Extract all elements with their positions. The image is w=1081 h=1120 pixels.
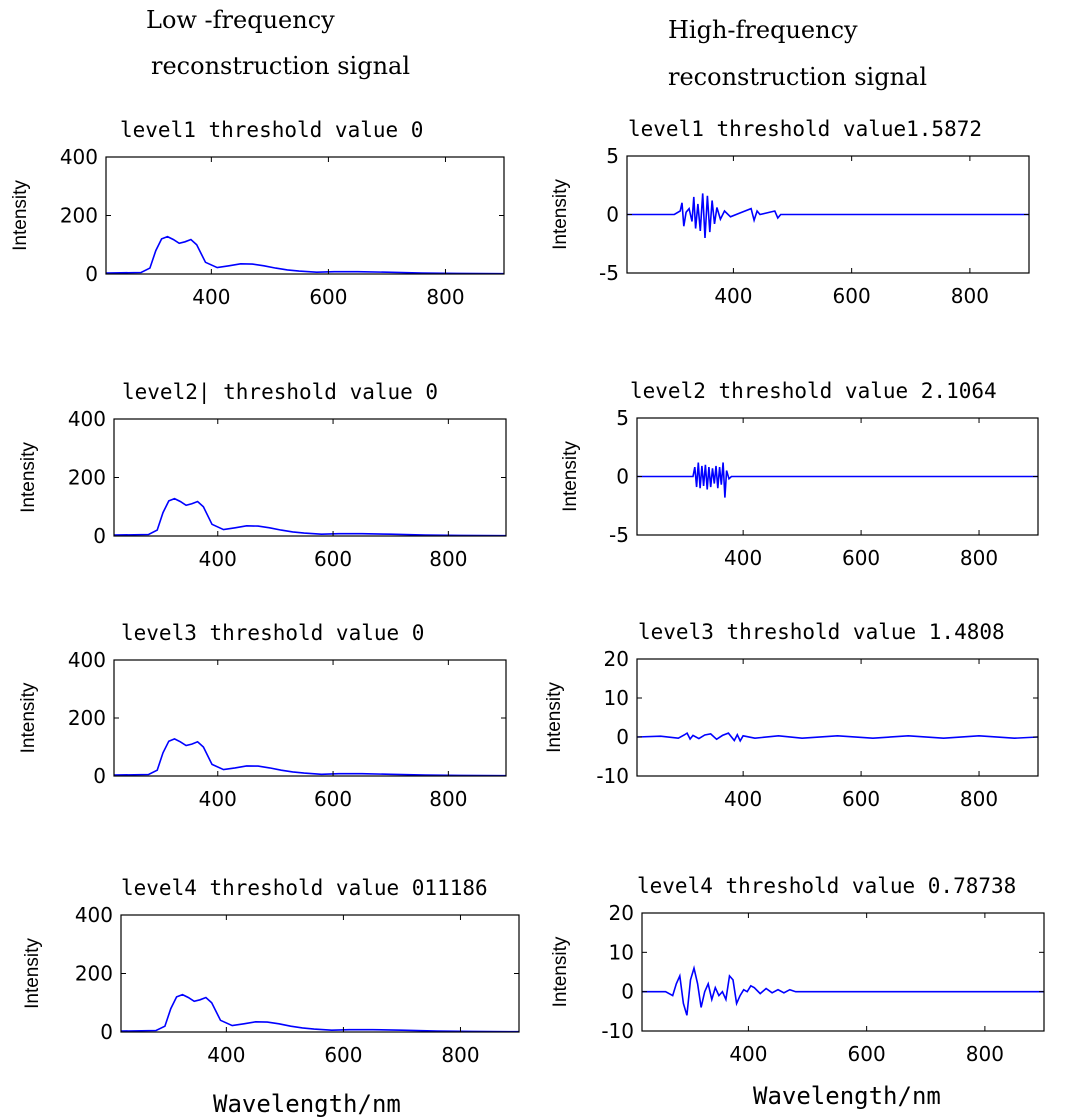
subplot-title: level2| threshold value 0 xyxy=(122,380,438,405)
y-axis-label: Intensity xyxy=(18,442,39,513)
plot-frame xyxy=(105,156,505,275)
x-tick-label: 400 xyxy=(724,787,762,811)
subplot-title: level2 threshold value 2.1064 xyxy=(630,379,997,403)
data-series-line xyxy=(105,235,505,275)
x-tick-label: 800 xyxy=(966,1042,1004,1066)
y-axis-label: Intensity xyxy=(550,179,571,250)
x-tick-label: 400 xyxy=(199,547,237,571)
subplot-title: level4 threshold value 0.78738 xyxy=(637,874,1016,898)
data-series-line xyxy=(636,731,1039,743)
subplot-6: level2 threshold value 2.1064 Intensity 40… xyxy=(560,379,1039,570)
subplot-3: level3 threshold value 0 Intensity 400 600 8… xyxy=(18,621,507,811)
x-tick-label: 600 xyxy=(842,546,880,570)
subplot-title: level1 threshold value 0 xyxy=(120,118,423,142)
y-tick-label: -10 xyxy=(601,1019,634,1043)
y-tick-label: 0 xyxy=(93,524,106,548)
plot-frame xyxy=(120,914,520,1033)
y-axis-label: Intensity xyxy=(560,441,581,512)
plot-frame xyxy=(113,659,507,777)
y-tick-label: -5 xyxy=(599,261,619,285)
x-axis-label-right: Wavelength/nm xyxy=(753,1082,941,1110)
subplot-4: level4 threshold value 011186 Intensity 40… xyxy=(22,876,520,1067)
low-frequency-heading-line2: reconstruction signal xyxy=(151,52,411,80)
x-tick-label: 800 xyxy=(441,1043,479,1067)
x-tick-label: 600 xyxy=(324,1043,362,1067)
data-series-line xyxy=(113,497,507,537)
y-tick-label: 0 xyxy=(93,764,106,788)
low-frequency-heading-line1: Low -frequency xyxy=(146,6,335,34)
y-tick-label: 0 xyxy=(621,980,634,1004)
high-frequency-heading-line1: High-frequency xyxy=(668,16,858,44)
y-axis-label: Intensity xyxy=(550,936,571,1007)
y-tick-label: 5 xyxy=(606,144,619,168)
y-tick-label: 0 xyxy=(616,725,629,749)
subplot-title: level3 threshold value 1.4808 xyxy=(638,620,1005,644)
x-tick-label: 800 xyxy=(960,787,998,811)
plot-frame xyxy=(641,912,1045,1032)
x-tick-label: 600 xyxy=(833,284,871,308)
subplot-title: level3 threshold value 0 xyxy=(121,621,424,645)
x-tick-label: 600 xyxy=(848,1042,886,1066)
data-series-line xyxy=(627,193,1029,238)
high-frequency-heading-line2: reconstruction signal xyxy=(668,63,928,91)
subplot-title: level4 threshold value 011186 xyxy=(121,876,488,900)
data-series-line xyxy=(120,993,520,1033)
subplot-1: level1 threshold value 0 Intensity 400 600 8… xyxy=(10,118,505,309)
y-tick-label: 20 xyxy=(604,647,629,671)
x-tick-label: 800 xyxy=(951,284,989,308)
x-tick-label: 600 xyxy=(314,547,352,571)
x-tick-label: 400 xyxy=(192,285,230,309)
x-tick-label: 800 xyxy=(429,547,467,571)
y-tick-label: 200 xyxy=(75,962,113,986)
y-tick-label: 10 xyxy=(604,686,629,710)
subplot-2: level2| threshold value 0 Intensity 400 600… xyxy=(18,380,507,571)
y-tick-label: 200 xyxy=(68,466,106,490)
x-tick-label: 400 xyxy=(207,1043,245,1067)
y-tick-label: 5 xyxy=(616,406,629,430)
y-tick-label: 400 xyxy=(68,407,106,431)
plot-frame xyxy=(113,418,507,537)
y-tick-label: 0 xyxy=(606,203,619,227)
plot-frame xyxy=(636,658,1039,777)
y-tick-label: 400 xyxy=(68,648,106,672)
y-tick-label: 400 xyxy=(75,903,113,927)
subplot-8: level4 threshold value 0.78738 Intensity 4… xyxy=(550,874,1045,1066)
x-tick-label: 600 xyxy=(309,285,347,309)
x-tick-label: 800 xyxy=(429,787,467,811)
x-tick-label: 400 xyxy=(714,284,752,308)
x-tick-label: 600 xyxy=(314,787,352,811)
x-axis-label-left: Wavelength/nm xyxy=(213,1090,401,1118)
y-tick-label: -10 xyxy=(596,764,629,788)
x-tick-label: 800 xyxy=(960,546,998,570)
y-tick-label: 200 xyxy=(68,706,106,730)
y-tick-label: 200 xyxy=(60,204,98,228)
y-tick-label: -5 xyxy=(609,523,629,547)
y-tick-label: 0 xyxy=(616,465,629,489)
data-series-line xyxy=(642,964,1044,1016)
subplot-title: level1 threshold value1.5872 xyxy=(628,117,982,141)
subplot-7: level3 threshold value 1.4808 Intensity 40… xyxy=(544,620,1039,811)
x-tick-label: 400 xyxy=(199,787,237,811)
x-tick-label: 400 xyxy=(724,546,762,570)
y-tick-label: 20 xyxy=(609,901,634,925)
x-tick-label: 400 xyxy=(729,1042,767,1066)
y-tick-label: 400 xyxy=(60,145,98,169)
data-series-line xyxy=(637,462,1038,498)
y-tick-label: 0 xyxy=(100,1020,113,1044)
y-axis-label: Intensity xyxy=(18,682,39,753)
x-tick-label: 600 xyxy=(842,787,880,811)
data-series-line xyxy=(113,738,507,777)
y-axis-label: Intensity xyxy=(544,682,565,753)
y-axis-label: Intensity xyxy=(10,180,31,251)
subplot-5: level1 threshold value1.5872 Intensity 400… xyxy=(550,117,1030,308)
y-tick-label: 10 xyxy=(609,940,634,964)
y-tick-label: 0 xyxy=(85,262,98,286)
y-axis-label: Intensity xyxy=(22,938,43,1009)
x-tick-label: 800 xyxy=(426,285,464,309)
